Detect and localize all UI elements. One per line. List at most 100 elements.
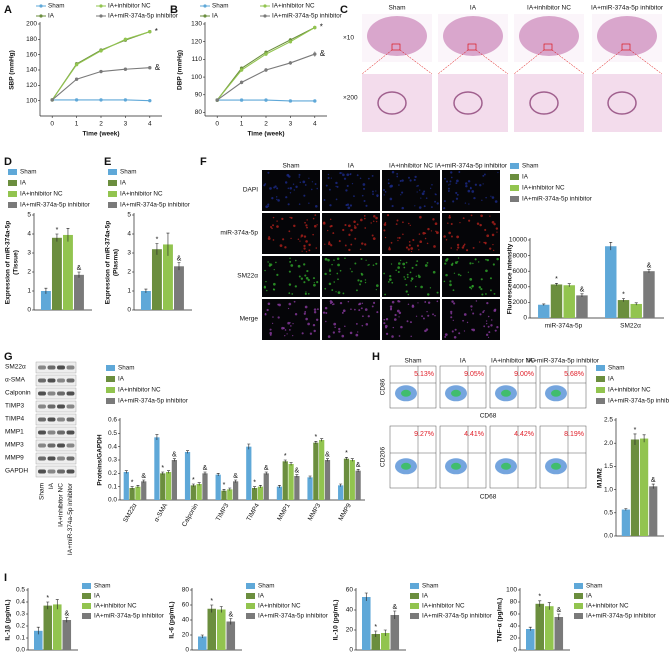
error-bar <box>136 485 140 488</box>
error-bar <box>130 486 134 490</box>
axis-label: CD68 <box>480 413 497 420</box>
signal-dot <box>272 316 274 318</box>
signal-dot <box>361 242 364 245</box>
signal-dot <box>327 335 331 338</box>
signal-dot <box>434 222 438 226</box>
annotation: * <box>253 480 256 487</box>
signal-dot <box>273 288 276 291</box>
error-bar <box>651 483 655 489</box>
point <box>288 61 293 65</box>
annotation: * <box>161 465 164 472</box>
signal-dot <box>342 292 345 295</box>
panel-label: E <box>104 156 111 168</box>
signal-dot <box>299 181 302 184</box>
annotation: * <box>314 434 317 441</box>
signal-dot <box>480 288 483 291</box>
signal-dot <box>396 219 399 222</box>
signal-dot <box>467 271 469 273</box>
y-tick-label: 0.2 <box>16 623 25 630</box>
y-tick-label: 0.5 <box>108 430 117 437</box>
y-tick-label: 2.0 <box>604 440 613 447</box>
signal-dot <box>269 263 273 266</box>
signal-dot <box>290 216 293 219</box>
signal-dot <box>406 273 409 276</box>
y-tick-label: 5 <box>127 212 131 219</box>
y-tick-label: 200 <box>26 21 37 28</box>
signal-dot <box>494 200 498 203</box>
signal-dot <box>346 184 349 187</box>
signal-dot <box>298 173 301 176</box>
signal-dot <box>444 333 448 337</box>
signal-dot <box>373 214 376 218</box>
signal-dot <box>305 317 308 321</box>
signal-dot <box>407 248 410 251</box>
signal-dot <box>415 264 418 267</box>
signal-dot <box>308 177 310 179</box>
signal-dot <box>359 280 363 283</box>
signal-dot <box>491 196 495 199</box>
annotation: * <box>192 477 195 484</box>
signal-dot <box>359 248 362 251</box>
signal-dot <box>471 190 475 193</box>
signal-dot <box>310 188 313 191</box>
y-tick-label: 2000 <box>513 299 528 306</box>
axis-label: CD68 <box>480 494 497 501</box>
signal-dot <box>329 268 331 270</box>
signal-dot <box>315 318 319 322</box>
signal-dot <box>418 206 422 209</box>
axis-label: CD206 <box>380 446 387 467</box>
y-tick-label: 4000 <box>513 284 528 291</box>
error-bar <box>142 479 146 483</box>
signal-dot <box>303 281 306 284</box>
signal-dot <box>445 259 448 262</box>
legend-label: IA+inhibitor NC <box>120 191 163 198</box>
x-tick-label: 1 <box>240 121 244 128</box>
signal-dot <box>308 243 311 247</box>
legend-swatch <box>246 583 255 589</box>
signal-dot <box>413 178 416 182</box>
legend-label: IA+miR-374a-5p inhibitor <box>422 613 492 620</box>
signal-dot <box>371 174 374 177</box>
signal-dot <box>295 185 298 189</box>
signal-dot <box>485 333 489 337</box>
y-tick-label: 100 <box>506 587 517 594</box>
bar <box>43 605 53 650</box>
zoom-line <box>475 49 509 75</box>
signal-dot <box>410 247 414 250</box>
signal-dot <box>323 199 326 201</box>
bar <box>324 460 331 500</box>
signal-dot <box>269 331 272 335</box>
bar <box>535 603 545 650</box>
blot-band <box>57 365 65 370</box>
bar <box>605 246 617 318</box>
y-tick-label: 0 <box>127 307 131 314</box>
bar <box>257 486 264 500</box>
legend-label: Sham <box>586 583 602 590</box>
y-tick-label: 180 <box>26 36 37 43</box>
signal-dot <box>486 258 490 262</box>
signal-dot <box>303 263 306 266</box>
signal-dot <box>313 311 317 314</box>
signal-dot <box>436 202 439 205</box>
signal-dot <box>450 222 453 226</box>
legend-label: IA+inhibitor NC <box>586 603 629 610</box>
signal-dot <box>274 185 277 188</box>
signal-dot <box>409 271 412 274</box>
signal-dot <box>474 258 477 261</box>
signal-dot <box>375 284 379 287</box>
signal-dot <box>265 280 267 283</box>
blot-strip <box>35 387 77 400</box>
error-bar <box>253 486 257 490</box>
row-label: Merge <box>240 316 259 323</box>
legend-swatch <box>8 202 17 208</box>
zoom-box <box>621 43 631 51</box>
legend-swatch <box>106 387 115 393</box>
signal-dot <box>292 335 294 337</box>
signal-dot <box>411 266 414 269</box>
vessel <box>377 91 407 115</box>
signal-dot <box>325 312 328 315</box>
signal-dot <box>383 229 386 232</box>
signal-dot <box>327 173 330 176</box>
signal-dot <box>365 323 369 326</box>
error-bar <box>172 458 176 462</box>
